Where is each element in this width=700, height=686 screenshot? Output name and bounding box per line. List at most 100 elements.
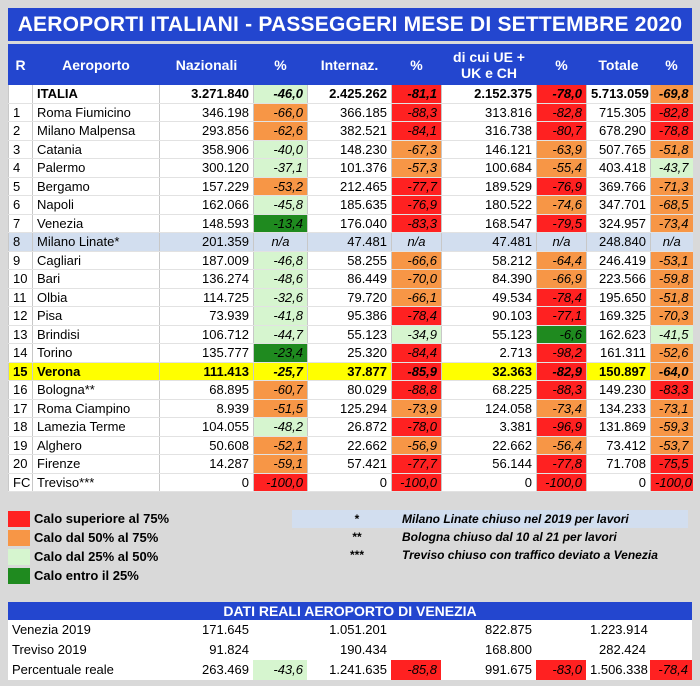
pct-international-cell: -57,3 bbox=[391, 158, 442, 178]
pct-national-cell: -48,6 bbox=[253, 269, 308, 289]
pct-national-cell: -45,8 bbox=[253, 195, 308, 215]
eu-cell: 68.225 bbox=[441, 380, 537, 400]
airport-name-cell: Olbia bbox=[32, 288, 160, 307]
pct-national-cell: -32,6 bbox=[253, 288, 308, 307]
pct-national-cell: -46,0 bbox=[253, 84, 308, 104]
pct-international-cell: -83,3 bbox=[391, 214, 442, 233]
pct-eu-cell: -77,8 bbox=[536, 454, 587, 474]
legend-swatch bbox=[8, 530, 30, 546]
eu-cell: 100.684 bbox=[441, 158, 537, 178]
pct-eu-cell: -63,9 bbox=[536, 140, 587, 159]
eu-cell: 32.363 bbox=[441, 362, 537, 381]
table-row: 6 Napoli 162.066 -45,8 185.635 -76,9 180.522 -7… bbox=[8, 195, 693, 215]
table-row: 2 Milano Malpensa 293.856 -62,6 382.521 -84,1… bbox=[8, 121, 693, 141]
pct-international-cell: -100,0 bbox=[391, 473, 442, 492]
national-cell: 111.413 bbox=[159, 362, 254, 381]
airport-name-cell: Cagliari bbox=[32, 251, 160, 270]
note-mark: *** bbox=[349, 548, 364, 562]
rank-cell bbox=[8, 84, 33, 104]
total-cell: 369.766 bbox=[586, 177, 651, 196]
table-row: 20 Firenze 14.287 -59,1 57.421 -77,7 56.144 -77… bbox=[8, 454, 693, 474]
pct-eu-cell: -6,6 bbox=[536, 325, 587, 344]
pct-eu-cell: -98,2 bbox=[536, 343, 587, 363]
note-row: *** Treviso chiuso con traffico deviato a… bbox=[292, 546, 688, 564]
venezia-total-cell: 1.223.914 bbox=[590, 622, 648, 637]
pct-eu-cell: -66,9 bbox=[536, 269, 587, 289]
national-cell: 157.229 bbox=[159, 177, 254, 196]
pct-national-cell: n/a bbox=[253, 232, 308, 252]
header-pct-eu: % bbox=[536, 44, 587, 85]
pct-total-cell: -78,8 bbox=[650, 121, 693, 141]
national-cell: 0 bbox=[159, 473, 254, 492]
eu-cell: 49.534 bbox=[441, 288, 537, 307]
note-mark: * bbox=[354, 512, 360, 526]
legend-item: Calo entro il 25% bbox=[8, 567, 208, 585]
table-row: 16 Bologna** 68.895 -60,7 80.029 -88,8 68.225-… bbox=[8, 380, 693, 400]
legend-label: Calo dal 25% al 50% bbox=[34, 549, 159, 564]
international-cell: 2.425.262 bbox=[307, 84, 392, 104]
rank-cell: FC bbox=[8, 473, 33, 492]
international-cell: 185.635 bbox=[307, 195, 392, 215]
rank-cell: 4 bbox=[8, 158, 33, 178]
eu-cell: 180.522 bbox=[441, 195, 537, 215]
pct-eu-cell: -96,9 bbox=[536, 417, 587, 437]
national-cell: 73.939 bbox=[159, 306, 254, 326]
pct-national-cell: -59,1 bbox=[253, 454, 308, 474]
airport-name-cell: Torino bbox=[32, 343, 160, 363]
rank-cell: 11 bbox=[8, 288, 33, 307]
rank-cell: 7 bbox=[8, 214, 33, 233]
legend-item: Calo superiore al 75% bbox=[8, 510, 208, 528]
venezia-total-cell: 282.424 bbox=[599, 642, 646, 657]
international-cell: 366.185 bbox=[307, 103, 392, 122]
airport-name-cell: Palermo bbox=[32, 158, 160, 178]
pct-total-cell: -82,8 bbox=[650, 103, 693, 122]
pct-total-cell: -100,0 bbox=[650, 473, 693, 492]
table-row: FC Treviso*** 0 -100,0 0 -100,0 0 -100,0 0 -100,0 bbox=[8, 473, 693, 492]
venezia-pct-international-cell bbox=[391, 620, 441, 640]
eu-cell: 168.547 bbox=[441, 214, 537, 233]
legend-swatch bbox=[8, 568, 30, 584]
eu-cell: 189.529 bbox=[441, 177, 537, 196]
note-mark: ** bbox=[352, 530, 362, 544]
pct-eu-cell: -77,1 bbox=[536, 306, 587, 326]
international-cell: 79.720 bbox=[307, 288, 392, 307]
rank-cell: 20 bbox=[8, 454, 33, 474]
pct-total-cell: -64,0 bbox=[650, 362, 693, 381]
table-row: ITALIA 3.271.840 -46,0 2.425.262 -81,1 2.152.… bbox=[8, 84, 693, 104]
international-cell: 58.255 bbox=[307, 251, 392, 270]
airport-name-cell: Roma Fiumicino bbox=[32, 103, 160, 122]
pct-international-cell: -81,1 bbox=[391, 84, 442, 104]
rank-cell: 6 bbox=[8, 195, 33, 215]
pct-eu-cell: -88,3 bbox=[536, 380, 587, 400]
international-cell: 101.376 bbox=[307, 158, 392, 178]
airport-name-cell: Catania bbox=[32, 140, 160, 159]
eu-cell: 3.381 bbox=[441, 417, 537, 437]
eu-cell: 124.058 bbox=[441, 399, 537, 418]
national-cell: 135.777 bbox=[159, 343, 254, 363]
table-row: 8 Milano Linate* 201.359 n/a 47.481 n/a 47.481… bbox=[8, 232, 693, 252]
total-cell: 161.311 bbox=[586, 343, 651, 363]
airport-name-cell: ITALIA bbox=[32, 84, 160, 104]
venezia-row: Percentuale reale 263.469 -43,6 1.241.635 -8… bbox=[8, 660, 692, 680]
national-cell: 136.274 bbox=[159, 269, 254, 289]
pct-eu-cell: -64,4 bbox=[536, 251, 587, 270]
table-body: ITALIA 3.271.840 -46,0 2.425.262 -81,1 2.152.… bbox=[8, 84, 693, 492]
pct-national-cell: -62,6 bbox=[253, 121, 308, 141]
rank-cell: 9 bbox=[8, 251, 33, 270]
national-cell: 346.198 bbox=[159, 103, 254, 122]
pct-national-cell: -52,1 bbox=[253, 436, 308, 455]
venezia-national-cell: 91.824 bbox=[209, 642, 249, 657]
total-cell: 223.566 bbox=[586, 269, 651, 289]
table-row: 12 Pisa 73.939 -41,8 95.386 -78,4 90.103 -77,1 1… bbox=[8, 306, 693, 326]
table-row: 10 Bari 136.274 -48,6 86.449 -70,0 84.390 -66,9… bbox=[8, 269, 693, 289]
pct-total-cell: -53,7 bbox=[650, 436, 693, 455]
airport-name-cell: Brindisi bbox=[32, 325, 160, 344]
airport-name-cell: Milano Malpensa bbox=[32, 121, 160, 141]
legend-label: Calo entro il 25% bbox=[34, 568, 139, 583]
pct-total-cell: -51,8 bbox=[650, 288, 693, 307]
table-row: 18 Lamezia Terme 104.055 -48,2 26.872 -78,0 3.… bbox=[8, 417, 693, 437]
venezia-international-cell: 1.241.635 bbox=[329, 662, 387, 677]
venezia-pct-national-cell bbox=[253, 620, 307, 640]
international-cell: 22.662 bbox=[307, 436, 392, 455]
airport-name-cell: Treviso*** bbox=[32, 473, 160, 492]
